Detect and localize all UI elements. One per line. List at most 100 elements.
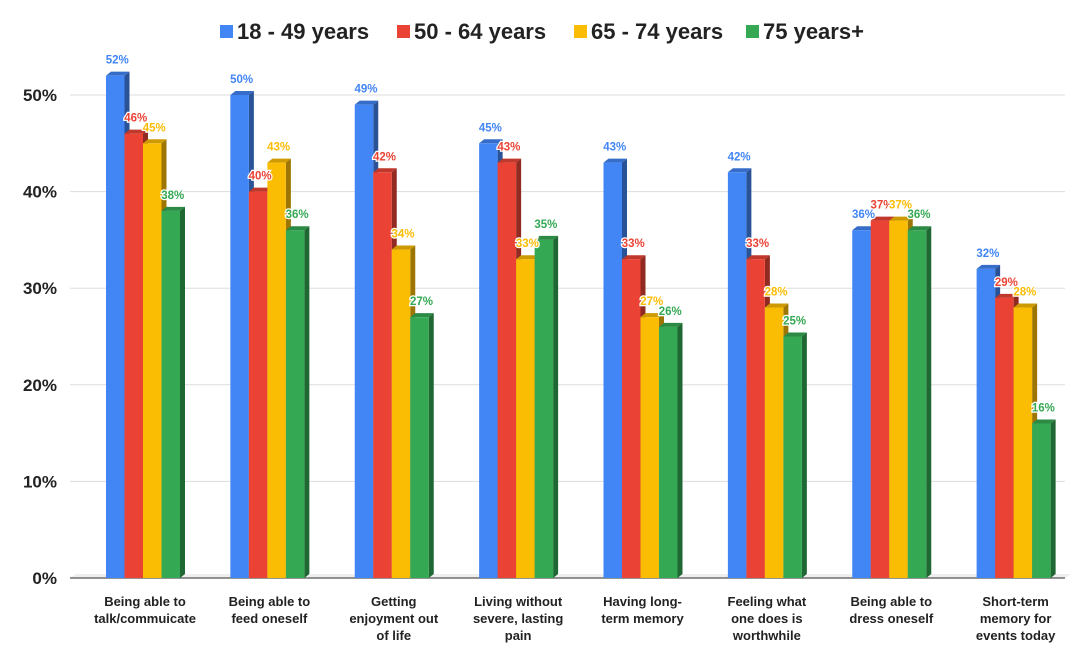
- data-label: 42%: [373, 151, 396, 163]
- data-label: 26%: [659, 306, 682, 318]
- bar-top: [889, 216, 913, 221]
- bar-top: [783, 332, 807, 337]
- bar-front: [1013, 307, 1033, 578]
- bar-top: [640, 313, 664, 318]
- legend-entry[interactable]: 75 years+: [746, 19, 864, 44]
- data-label: 43%: [497, 142, 520, 154]
- bar-top: [622, 255, 646, 260]
- bar-front: [410, 317, 429, 578]
- bar-side: [926, 226, 932, 579]
- bar-side: [1050, 419, 1056, 578]
- bar-front: [285, 230, 305, 579]
- data-label: 29%: [995, 277, 1018, 289]
- bar-front: [124, 133, 143, 578]
- x-tick-label-line: severe, lasting: [473, 611, 563, 626]
- x-tick-label: Being able to talk/commuicate: [94, 594, 196, 626]
- data-label: 46%: [124, 113, 147, 125]
- data-label: 45%: [143, 122, 166, 134]
- data-label: 42%: [728, 151, 751, 163]
- bar: [783, 332, 807, 578]
- x-tick-label-line: Being able to: [104, 594, 186, 609]
- bar-top: [1013, 303, 1038, 308]
- bar-side: [553, 235, 559, 578]
- y-tick-label: 20%: [23, 376, 57, 395]
- bar-top: [248, 187, 273, 192]
- bar-top: [907, 226, 932, 231]
- bar-front: [746, 259, 765, 578]
- x-tick-label-line: Being able to: [850, 594, 932, 609]
- bar-front: [889, 220, 908, 578]
- bar-top: [230, 91, 254, 95]
- x-tick-label-line: talk/commuicate: [94, 611, 196, 626]
- x-tick-label: Living without severe, lasting pain: [473, 594, 563, 643]
- y-tick-label: 40%: [23, 183, 57, 202]
- bar-side: [304, 226, 310, 579]
- x-tick-label-line: memory for: [980, 611, 1052, 626]
- legend-swatch: [397, 25, 410, 38]
- bar-front: [143, 143, 162, 579]
- data-label: 25%: [783, 316, 806, 328]
- y-tick-label: 0%: [32, 569, 57, 588]
- data-label: 52%: [106, 55, 129, 67]
- data-label: 34%: [391, 229, 414, 241]
- bar: [534, 235, 559, 578]
- bar-front: [907, 230, 927, 579]
- data-label: 27%: [640, 296, 663, 308]
- bar-front: [106, 75, 125, 579]
- x-tick-label: Being able to feed oneself: [229, 594, 311, 626]
- x-tick-label-line: feed oneself: [231, 611, 308, 626]
- bar-front: [640, 317, 659, 578]
- data-label: 49%: [354, 84, 377, 96]
- x-tick-label: Feeling what one does is worthwhile: [728, 594, 807, 643]
- bar-top: [373, 168, 397, 173]
- legend-entry[interactable]: 18 - 49 years: [220, 19, 369, 44]
- bar-side: [428, 313, 434, 578]
- data-label: 36%: [907, 209, 930, 221]
- bar-top: [727, 168, 752, 173]
- data-label: 37%: [889, 200, 912, 212]
- bar-top: [143, 139, 167, 144]
- bar-front: [976, 268, 996, 578]
- x-tick-label-line: enjoyment out: [349, 611, 439, 626]
- bar-front: [479, 143, 498, 579]
- y-tick-label: 10%: [23, 472, 57, 491]
- bar-top: [161, 206, 185, 211]
- bar-top: [410, 313, 434, 318]
- bar-top: [659, 322, 683, 327]
- data-label: 35%: [534, 219, 557, 231]
- bar-top: [106, 71, 130, 76]
- bar-front: [373, 172, 392, 578]
- x-tick-label: Short-term memory for events today: [976, 594, 1056, 643]
- data-label: 33%: [622, 238, 645, 250]
- bar-front: [995, 297, 1014, 578]
- legend-entry[interactable]: 65 - 74 years: [574, 19, 723, 44]
- data-label: 16%: [1032, 402, 1055, 414]
- legend-swatch: [574, 25, 587, 38]
- x-tick-label-line: dress oneself: [849, 611, 933, 626]
- data-label: 45%: [479, 122, 502, 134]
- data-label: 28%: [1013, 287, 1036, 299]
- legend-swatch: [220, 25, 233, 38]
- bar-front: [516, 259, 535, 578]
- x-tick-label-line: worthwhile: [732, 628, 801, 643]
- bar-front: [783, 336, 802, 578]
- bar: [659, 322, 683, 578]
- legend-swatch: [746, 25, 759, 38]
- bar-front: [230, 95, 249, 578]
- bar: [285, 226, 310, 579]
- x-tick-label-line: pain: [505, 628, 532, 643]
- data-label: 37%: [870, 200, 893, 212]
- y-tick-label: 30%: [23, 279, 57, 298]
- data-label: 32%: [976, 248, 999, 260]
- bar-side: [677, 322, 683, 578]
- bar-top: [870, 216, 895, 221]
- legend-entry[interactable]: 50 - 64 years: [397, 19, 546, 44]
- y-tick-label: 50%: [23, 86, 57, 105]
- bar-side: [801, 332, 807, 578]
- bar-top: [479, 139, 503, 144]
- bar-top: [603, 158, 627, 163]
- data-label: 40%: [249, 171, 272, 183]
- bar-front: [161, 210, 180, 579]
- data-label: 43%: [603, 142, 626, 154]
